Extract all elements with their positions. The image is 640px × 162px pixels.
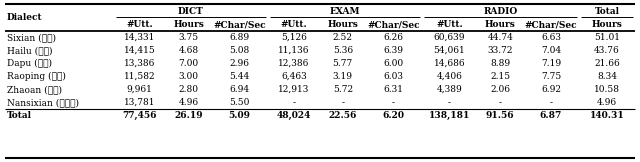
Text: 9,961: 9,961 [127,85,153,94]
Text: 2.80: 2.80 [179,85,199,94]
Text: RADIO: RADIO [483,6,517,16]
Text: 4.68: 4.68 [179,46,199,55]
Text: 14,331: 14,331 [124,33,156,42]
Text: 51.01: 51.01 [594,33,620,42]
Text: 8.34: 8.34 [597,72,617,81]
Text: 5.08: 5.08 [229,46,250,55]
Text: 7.04: 7.04 [541,46,561,55]
Text: 12,386: 12,386 [278,59,309,68]
Text: 8.89: 8.89 [490,59,510,68]
Text: 10.58: 10.58 [594,85,620,94]
Text: 6,463: 6,463 [281,72,307,81]
Text: 54,061: 54,061 [434,46,465,55]
Text: 26.19: 26.19 [175,111,203,120]
Text: -: - [499,98,502,107]
Text: Hours: Hours [328,20,358,29]
Text: Hailu (海陸): Hailu (海陸) [7,46,52,55]
Text: 43.76: 43.76 [594,46,620,55]
Text: Hours: Hours [485,20,516,29]
Text: EXAM: EXAM [329,6,360,16]
Text: 44.74: 44.74 [487,33,513,42]
Text: DICT: DICT [177,6,204,16]
Text: #Char/Sec: #Char/Sec [213,20,266,29]
Text: 22.56: 22.56 [328,111,357,120]
Text: 13,386: 13,386 [124,59,156,68]
Text: 138,181: 138,181 [429,111,470,120]
Text: 14,686: 14,686 [434,59,465,68]
Text: Total: Total [7,111,32,120]
Text: #Utt.: #Utt. [126,20,153,29]
Text: 4,389: 4,389 [436,85,462,94]
Text: Sixian (四縣): Sixian (四縣) [7,33,56,42]
Text: -: - [448,98,451,107]
Text: #Utt.: #Utt. [280,20,307,29]
Text: Dialect: Dialect [7,13,43,22]
Text: 3.75: 3.75 [179,33,199,42]
Text: 48,024: 48,024 [276,111,311,120]
Text: 6.89: 6.89 [229,33,250,42]
Text: 6.63: 6.63 [541,33,561,42]
Text: #Utt.: #Utt. [436,20,463,29]
Text: 5.44: 5.44 [229,72,250,81]
Text: 6.03: 6.03 [383,72,403,81]
Text: 5.36: 5.36 [333,46,353,55]
Text: 2.15: 2.15 [490,72,510,81]
Text: 12,913: 12,913 [278,85,309,94]
Text: 6.92: 6.92 [541,85,561,94]
Text: 5.72: 5.72 [333,85,353,94]
Text: 33.72: 33.72 [488,46,513,55]
Text: 2.52: 2.52 [333,33,353,42]
Text: 5.50: 5.50 [229,98,250,107]
Text: #Char/Sec: #Char/Sec [525,20,577,29]
Text: 11,582: 11,582 [124,72,156,81]
Text: 91.56: 91.56 [486,111,515,120]
Text: 6.00: 6.00 [383,59,404,68]
Text: 3.00: 3.00 [179,72,199,81]
Text: 2.06: 2.06 [490,85,510,94]
Text: 14,415: 14,415 [124,46,156,55]
Text: 7.00: 7.00 [179,59,199,68]
Text: 140.31: 140.31 [589,111,625,120]
Text: 7.19: 7.19 [541,59,561,68]
Text: -: - [341,98,344,107]
Text: 6.94: 6.94 [229,85,250,94]
Text: 4.96: 4.96 [179,98,199,107]
Text: 2.96: 2.96 [230,59,250,68]
Text: 5.77: 5.77 [333,59,353,68]
Text: 3.19: 3.19 [333,72,353,81]
Text: 21.66: 21.66 [594,59,620,68]
Text: Nansixian (南四縣): Nansixian (南四縣) [7,98,79,107]
Text: -: - [392,98,395,107]
Text: 6.87: 6.87 [540,111,562,120]
Text: 11,136: 11,136 [278,46,310,55]
Text: Dapu (大埔): Dapu (大埔) [7,59,52,68]
Text: 6.26: 6.26 [383,33,403,42]
Text: Total: Total [595,6,620,16]
Text: Zhaoan (詔安): Zhaoan (詔安) [7,85,62,94]
Text: 13,781: 13,781 [124,98,156,107]
Text: 4.96: 4.96 [597,98,617,107]
Text: 5,126: 5,126 [281,33,307,42]
Text: #Char/Sec: #Char/Sec [367,20,420,29]
Text: 6.39: 6.39 [383,46,403,55]
Text: 6.20: 6.20 [383,111,404,120]
Text: Hours: Hours [591,20,622,29]
Text: -: - [292,98,295,107]
Text: 5.09: 5.09 [228,111,250,120]
Text: 6.31: 6.31 [383,85,403,94]
Text: Raoping (饶平): Raoping (饶平) [7,72,66,81]
Text: 60,639: 60,639 [434,33,465,42]
Text: 77,456: 77,456 [122,111,157,120]
Text: Hours: Hours [173,20,204,29]
Text: -: - [550,98,552,107]
Text: 7.75: 7.75 [541,72,561,81]
Text: 4,406: 4,406 [436,72,463,81]
